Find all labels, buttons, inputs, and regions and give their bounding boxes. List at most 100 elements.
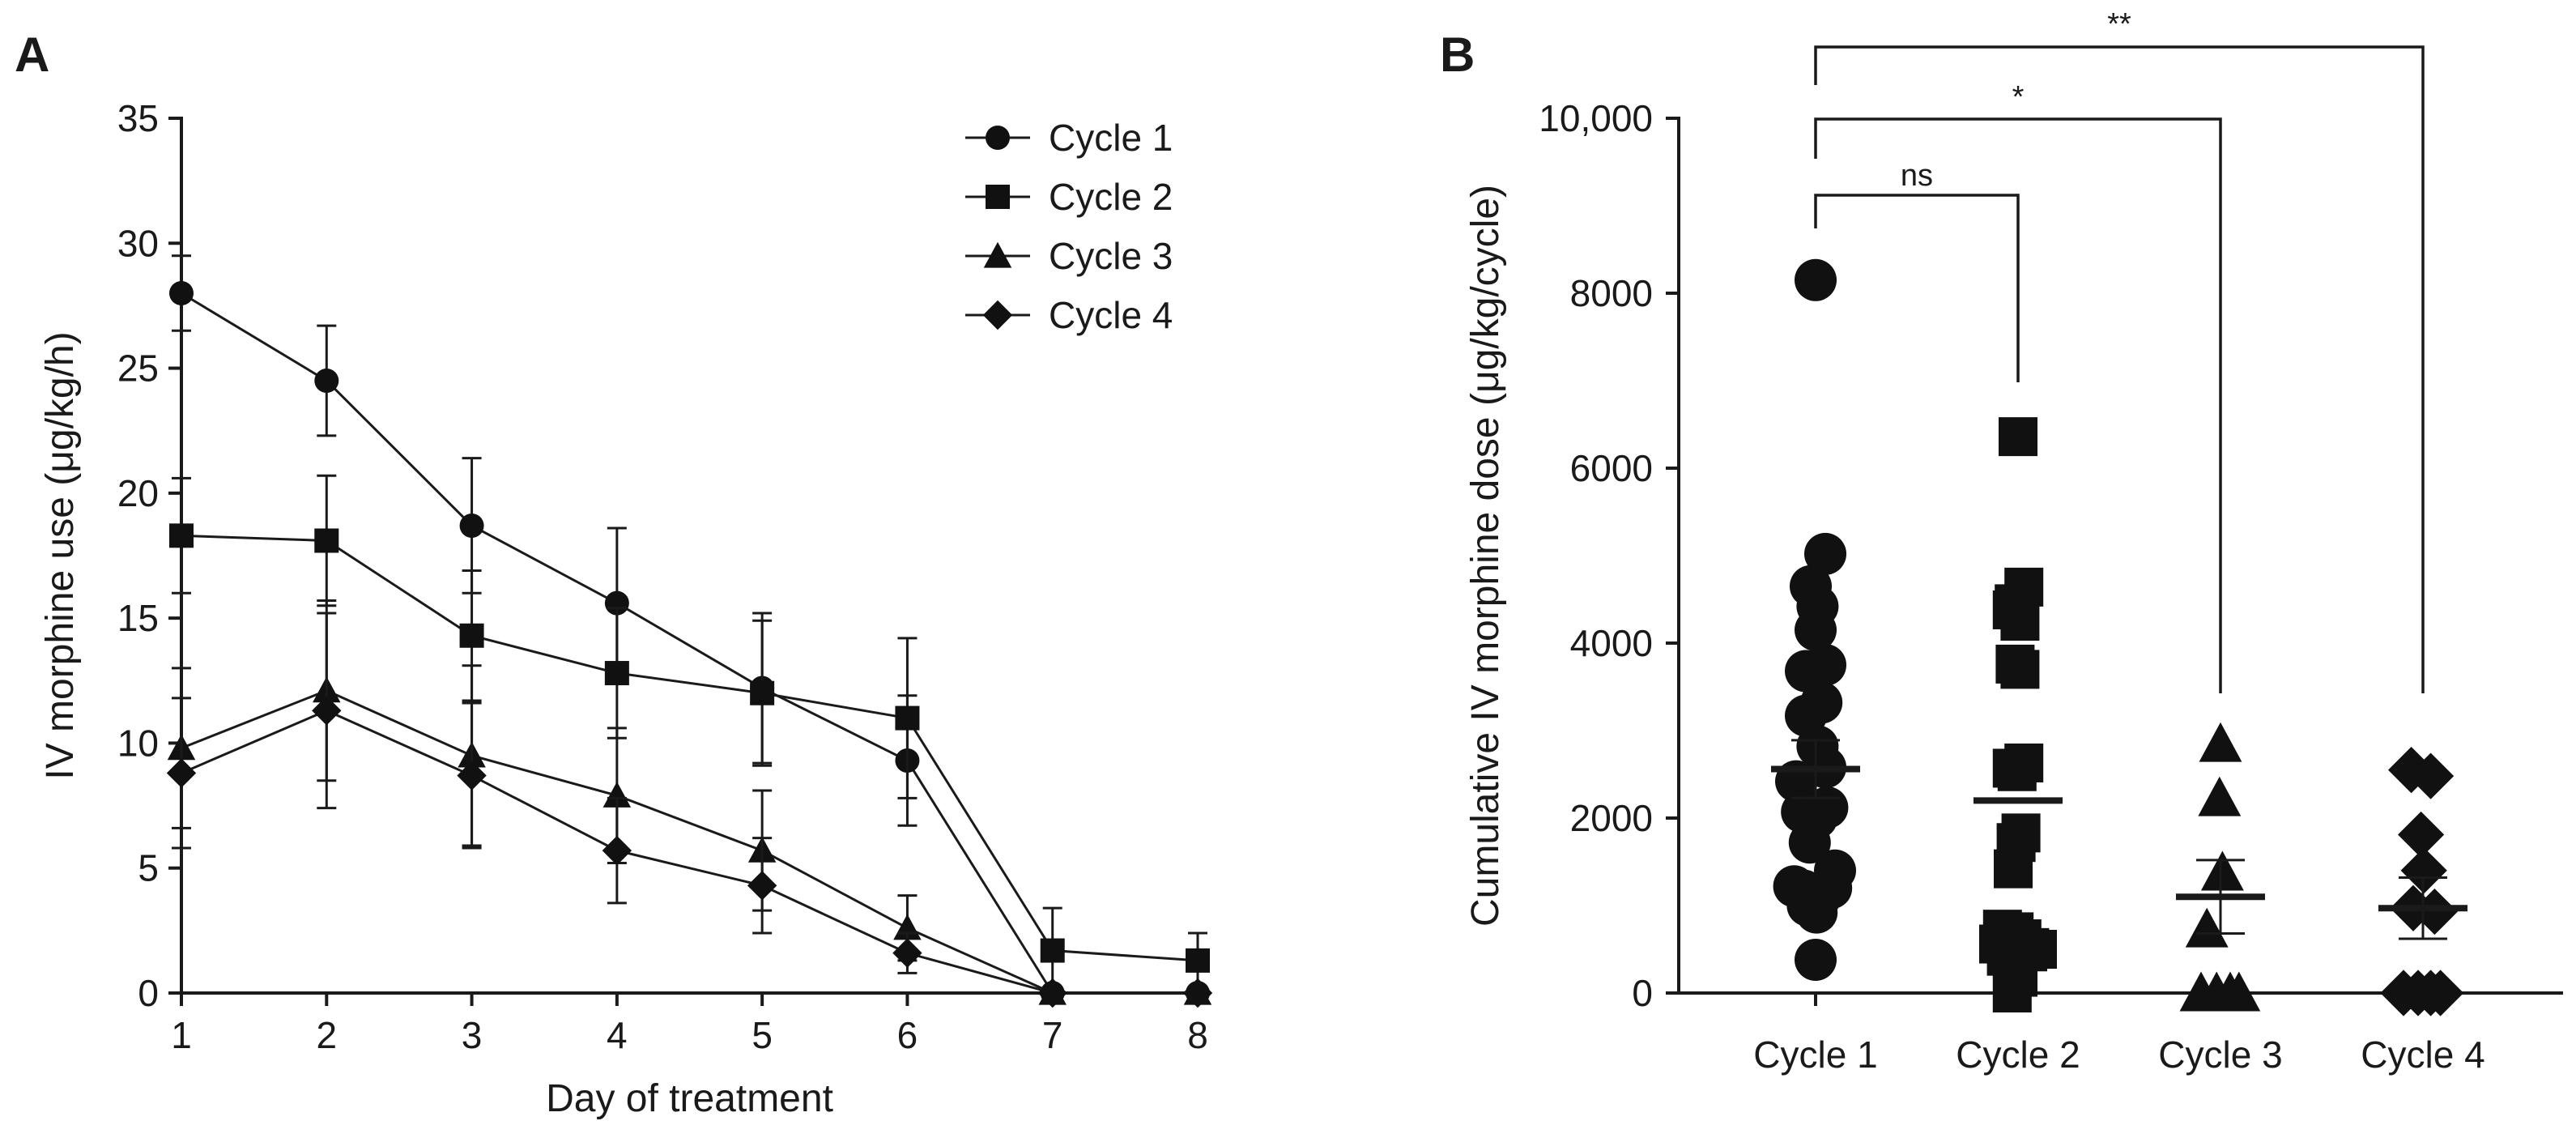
panel-a-point-cycle-2 <box>169 523 194 548</box>
panel-a-y-tick-label: 25 <box>117 347 159 390</box>
panel-b-x-tick-label: Cycle 2 <box>1956 1034 2080 1076</box>
panel-a-x-tick-label: 5 <box>752 1014 773 1056</box>
panel-a-y-tick-label: 20 <box>117 472 159 514</box>
panel-a-point-cycle-4 <box>1182 978 1213 1008</box>
significance-bracket-1 <box>1814 194 2020 382</box>
panel-b-point-cycle-3 <box>2199 722 2242 762</box>
legend-label-cycle-2: Cycle 2 <box>1049 176 1173 218</box>
panel-b-y-tick-label: 4000 <box>1570 622 1653 664</box>
panel-b-y-tick-label: 8000 <box>1570 272 1653 314</box>
panel-a-x-tick-label: 7 <box>1042 1014 1063 1056</box>
significance-label-3: ** <box>2107 7 2131 41</box>
panel-a-point-cycle-4 <box>312 696 342 726</box>
panel-b-letter: B <box>1440 28 1475 82</box>
panel-a-point-cycle-1 <box>169 281 194 305</box>
legend-marker-cycle-4 <box>982 300 1013 330</box>
panel-b-x-tick-label: Cycle 4 <box>2361 1034 2484 1076</box>
panel-a-point-cycle-4 <box>892 938 922 968</box>
panel-a-axes: 0 5 10 15 20 25 30 35 1 2 3 4 5 6 7 8 <box>117 97 1208 1056</box>
panel-a-x-tick-label: 1 <box>171 1014 192 1056</box>
legend-marker-cycle-2 <box>986 185 1010 209</box>
panel-b-points <box>1773 258 2464 1017</box>
panel-a-x-tick-label: 4 <box>607 1014 628 1056</box>
panel-b-point-cycle-2 <box>1997 752 2037 791</box>
panel-b-point-cycle-1 <box>1795 938 1837 981</box>
panel-b-point-cycle-2 <box>2000 650 2040 689</box>
significance-bracket-2 <box>1814 117 2222 693</box>
panel-b-mean-sem <box>1771 739 2467 940</box>
panel-a-y-tick-label: 35 <box>117 97 159 139</box>
panel-b-point-cycle-3 <box>2217 971 2261 1012</box>
panel-b-point-cycle-2 <box>1999 417 2037 457</box>
panel-b-y-tick-label: 6000 <box>1570 447 1653 489</box>
panel-b-point-cycle-1 <box>1804 644 1846 686</box>
panel-b-point-cycle-4 <box>2400 847 2447 894</box>
panel-a-point-cycle-2 <box>1040 938 1065 963</box>
panel-a-point-cycle-1 <box>459 513 484 538</box>
legend-label-cycle-3: Cycle 3 <box>1049 235 1173 277</box>
panel-a-point-cycle-2 <box>895 705 920 731</box>
panel-b-point-cycle-4 <box>2417 970 2464 1017</box>
panel-a-y-tick-label: 10 <box>117 722 159 764</box>
panel-b-point-cycle-3 <box>2198 776 2242 816</box>
panel-b-point-cycle-3 <box>2185 907 2229 948</box>
panel-b-point-cycle-4 <box>2408 752 2455 799</box>
panel-b-point-cycle-1 <box>1795 258 1837 301</box>
panel-b-x-tick-label: Cycle 3 <box>2158 1034 2282 1076</box>
panel-a-letter: A <box>15 28 49 82</box>
panel-a-series <box>166 254 1213 1008</box>
panel-b-point-cycle-2 <box>1992 590 2032 629</box>
panel-a-line-cycle-2 <box>181 534 1199 962</box>
panel-b-point-cycle-1 <box>1788 821 1831 864</box>
panel-a-point-cycle-4 <box>747 871 777 901</box>
panel-a-point-cycle-4 <box>166 758 197 788</box>
panel-a-point-cycle-4 <box>1037 978 1067 1008</box>
panel-b-x-tick-label: Cycle 1 <box>1753 1034 1877 1076</box>
panel-b-y-tick-label: 10,000 <box>1539 97 1653 139</box>
panel-a-point-cycle-4 <box>602 835 632 866</box>
panel-b-significance-brackets: ns*** <box>1814 7 2425 693</box>
panel-a-point-cycle-2 <box>604 661 629 686</box>
panel-b-point-cycle-2 <box>1994 849 2033 889</box>
panel-b-y-tick-label: 2000 <box>1570 797 1653 839</box>
panel-b-point-cycle-1 <box>1795 891 1838 934</box>
panel-a-y-tick-label: 5 <box>138 847 159 889</box>
legend-label-cycle-1: Cycle 1 <box>1049 117 1173 159</box>
panel-a-x-tick-label: 8 <box>1187 1014 1208 1056</box>
panel-a-point-cycle-2 <box>1186 948 1210 973</box>
panel-a-legend: Cycle 1 Cycle 2 Cycle 3 Cycle 4 <box>965 117 1173 336</box>
panel-a-point-cycle-3 <box>602 781 632 808</box>
panel-b-point-cycle-1 <box>1795 608 1837 651</box>
legend-marker-cycle-1 <box>986 126 1010 150</box>
panel-a-x-tick-label: 6 <box>897 1014 918 1056</box>
panel-a-line-cycle-1 <box>181 292 1198 995</box>
panel-b-point-cycle-4 <box>2398 811 2445 859</box>
panel-a-x-tick-label: 2 <box>316 1014 337 1056</box>
panel-a-line-cycle-3 <box>181 689 1198 995</box>
significance-label-1: ns <box>1901 159 1933 193</box>
panel-a-line-cycle-4 <box>181 709 1198 995</box>
significance-bracket-3 <box>1814 45 2425 693</box>
panel-a-point-cycle-2 <box>750 680 775 705</box>
panel-a-point-cycle-1 <box>314 369 339 393</box>
legend-marker-cycle-3 <box>983 241 1012 268</box>
panel-a-point-cycle-4 <box>457 761 487 791</box>
panel-b-y-axis-title: Cumulative IV morphine dose (μg/kg/cycle… <box>1464 185 1507 927</box>
panel-b-point-cycle-3 <box>2200 850 2244 891</box>
panel-a-x-tick-label: 3 <box>462 1014 483 1056</box>
panel-a-y-tick-label: 0 <box>138 972 159 1014</box>
legend-label-cycle-4: Cycle 4 <box>1049 294 1173 336</box>
panel-a-x-axis-title: Day of treatment <box>546 1077 833 1120</box>
panel-a-point-cycle-2 <box>459 623 484 648</box>
panel-b-y-tick-label: 0 <box>1632 972 1653 1014</box>
panel-b-axes: 0 2000 4000 6000 8000 10,000 Cycle 1 Cycle 2 Cyc… <box>1539 97 2563 1076</box>
panel-b: B 0 2000 4000 6000 8000 10,000 Cycle 1 Cycle 2 C… <box>1440 7 2563 1076</box>
panel-a-y-tick-label: 15 <box>117 597 159 639</box>
panel-a-y-axis-title: IV morphine use (μg/kg/h) <box>39 331 82 779</box>
panel-b-point-cycle-2 <box>1992 974 2032 1012</box>
significance-label-2: * <box>2012 80 2025 114</box>
panel-a-point-cycle-2 <box>314 528 339 553</box>
panel-b-point-cycle-1 <box>1804 532 1846 575</box>
